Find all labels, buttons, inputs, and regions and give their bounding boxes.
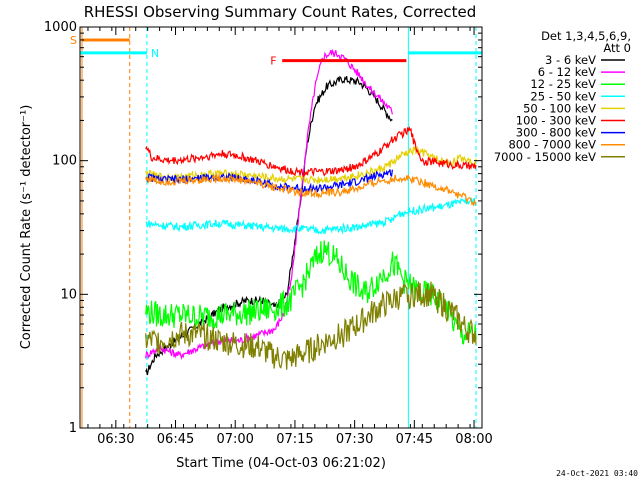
x-tick-label-5: 07:45: [396, 432, 433, 447]
x-axis-label: Start Time (04-Oct-03 06:21:02): [176, 456, 386, 471]
x-tick-label-4: 07:30: [336, 432, 373, 447]
y-tick-label-0: 1: [69, 421, 77, 436]
legend-entry-1: 6 - 12 keV: [538, 65, 596, 79]
legend-entry-0: 3 - 6 keV: [545, 53, 596, 67]
legend-entry-2: 12 - 25 keV: [530, 77, 596, 91]
y-tick-label-3: 1000: [44, 20, 77, 35]
legend-entry-5: 100 - 300 keV: [516, 114, 596, 128]
series-line-8: [145, 281, 477, 370]
legend-entry-6: 300 - 800 keV: [516, 126, 596, 140]
plot-area: S N F: [70, 27, 482, 428]
legend-entry-3: 25 - 50 keV: [530, 89, 596, 103]
annotation-label-2: F: [270, 55, 276, 68]
axes: 1 10 100 1000 06:30 06:45 07:00 07:15 07:30 07:45…: [44, 20, 493, 447]
y-tick-label-1: 10: [60, 287, 77, 302]
y-axis-label: Corrected Count Rate (s⁻¹ detector⁻¹): [19, 105, 34, 350]
legend-header-1: Att 0: [603, 41, 631, 55]
y-tick-label-2: 100: [52, 154, 77, 169]
series-line-6: [145, 169, 393, 195]
x-tick-label-3: 07:15: [276, 432, 313, 447]
footer-timestamp: 24-Oct-2021 03:40: [556, 469, 638, 478]
legend-entry-7: 800 - 7000 keV: [508, 138, 596, 152]
x-tick-label-0: 06:30: [97, 432, 134, 447]
x-tick-label-1: 06:45: [157, 432, 194, 447]
chart-title: RHESSI Observing Summary Count Rates, Co…: [84, 3, 477, 21]
series-line-7: [145, 174, 477, 207]
annotation-label-1: N: [151, 47, 159, 60]
legend-header-0: Det 1,3,4,5,6,9,: [541, 29, 631, 43]
legend-entry-8: 7000 - 15000 keV: [494, 150, 596, 164]
series-line-3: [145, 197, 477, 235]
x-tick-label-6: 08:00: [455, 432, 492, 447]
plot-frame: [79, 26, 483, 429]
legend-entry-4: 50 - 100 keV: [523, 101, 596, 115]
series-line-1: [145, 48, 393, 361]
annotation-label-0: S: [70, 34, 77, 47]
x-tick-label-2: 07:00: [216, 432, 253, 447]
series-line-5: [145, 125, 477, 177]
